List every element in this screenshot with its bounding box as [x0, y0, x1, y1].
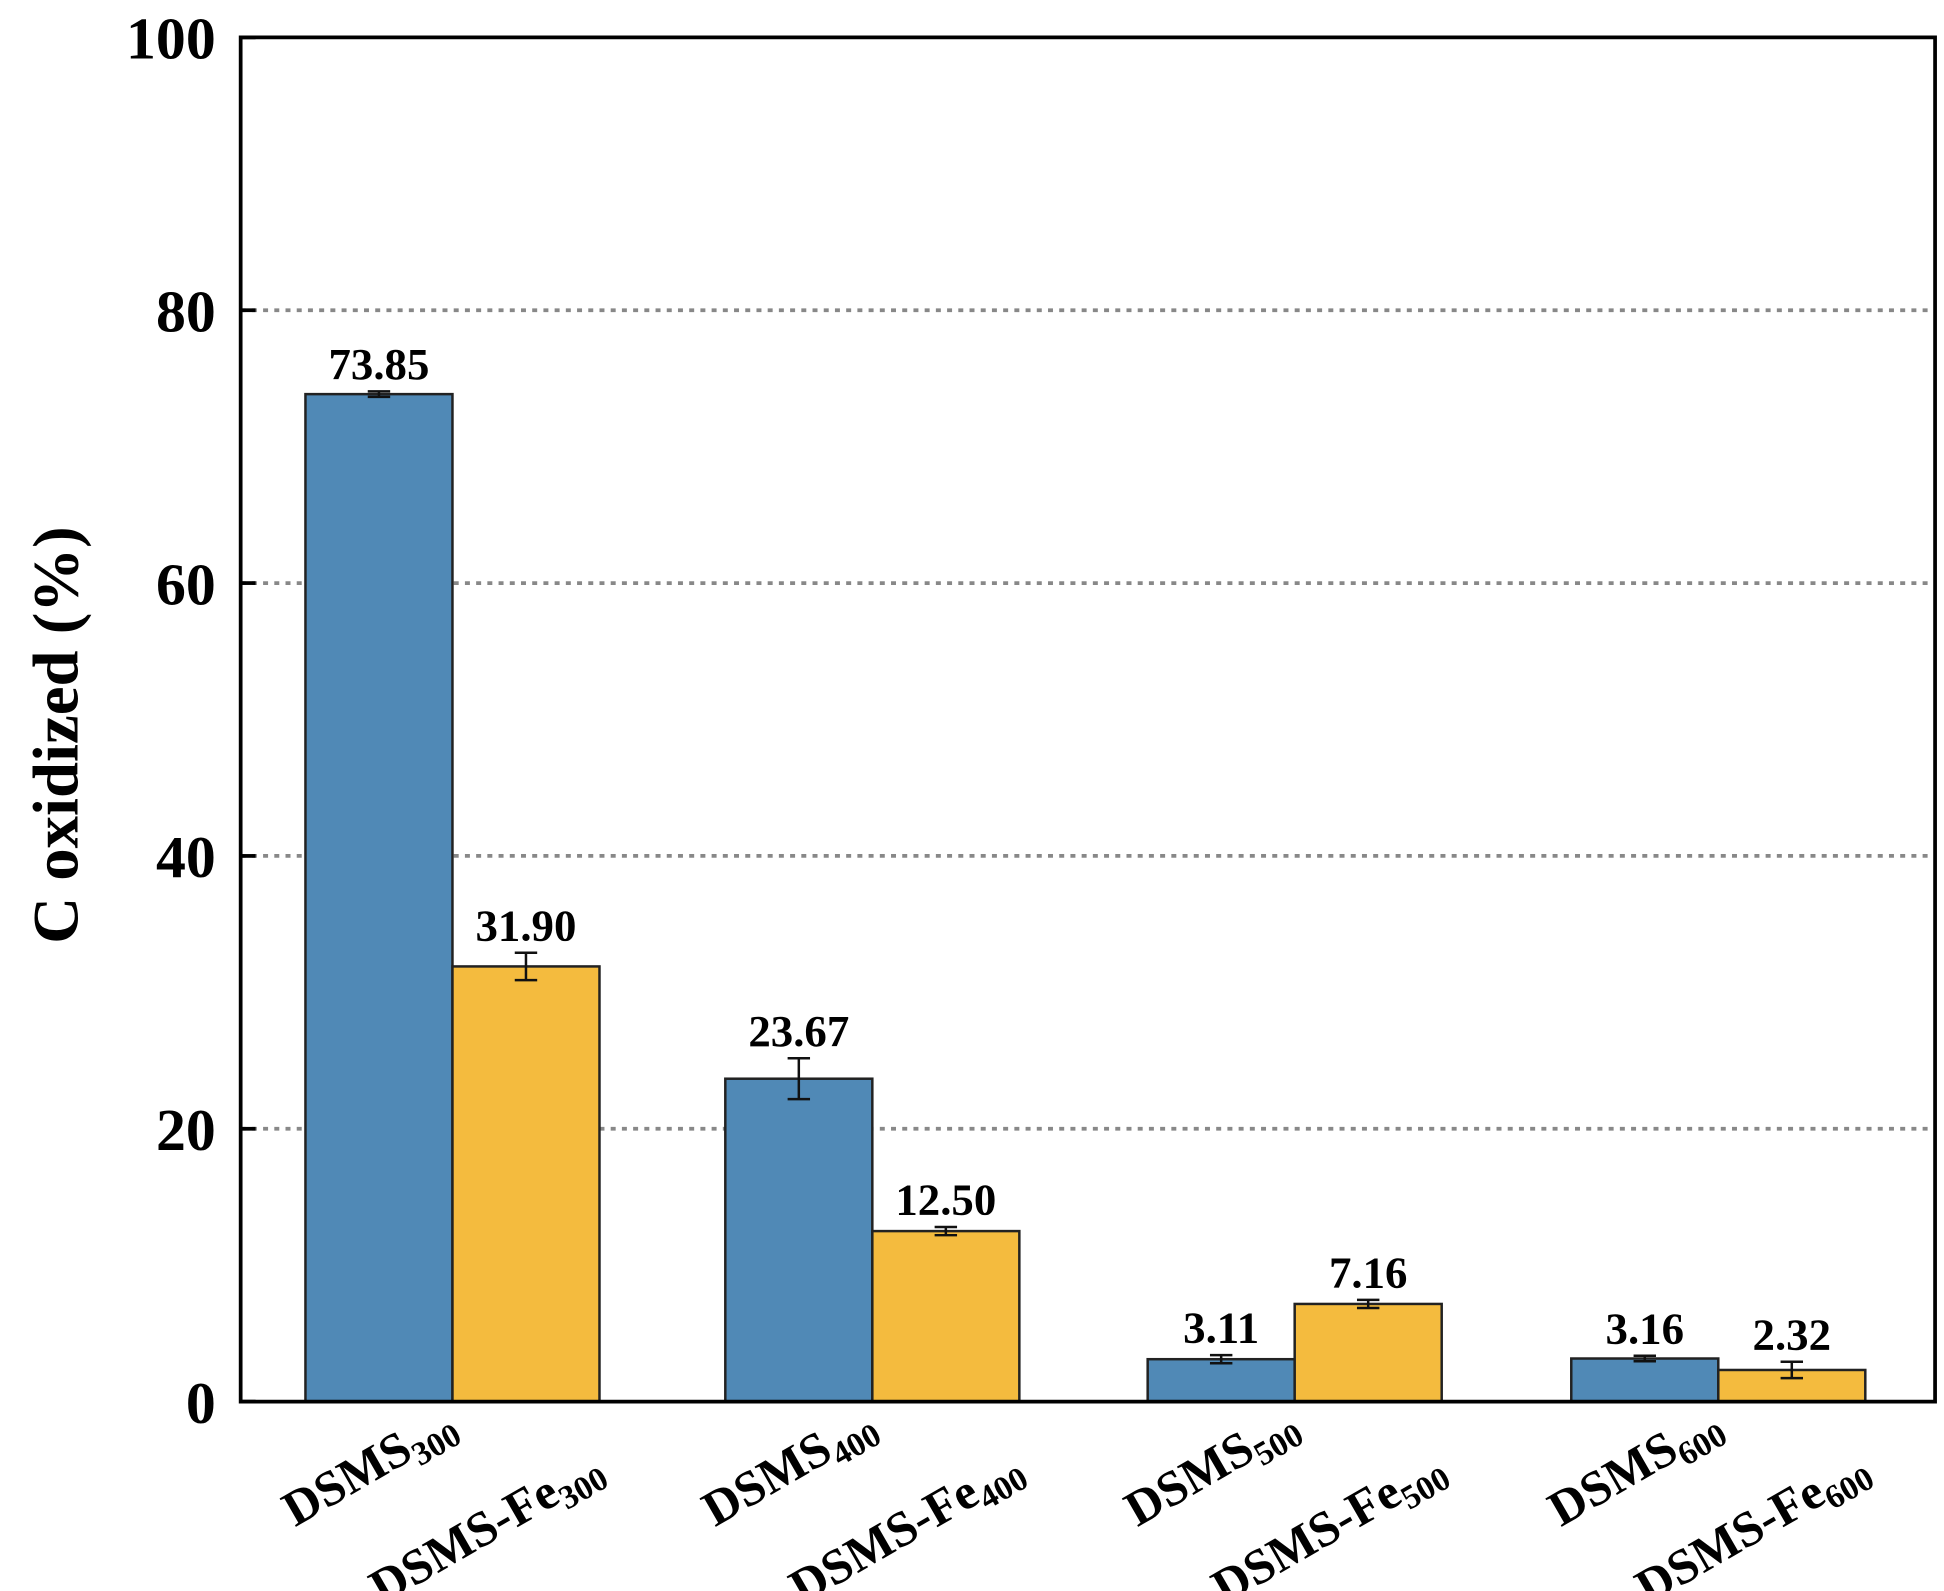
error-bar	[1780, 1360, 1804, 1380]
y-tick-label: 80	[156, 278, 216, 344]
x-tick-label: DSMS600	[1539, 1395, 1734, 1543]
bar	[1570, 1357, 1720, 1403]
bar	[871, 1229, 1021, 1403]
x-tick-label: DSMS400	[693, 1395, 888, 1543]
error-bar	[1633, 1354, 1656, 1363]
data-label: 2.32	[1753, 1309, 1831, 1359]
error-bar	[1209, 1353, 1233, 1365]
x-tick-label: DSMS300	[273, 1395, 468, 1543]
error-bar	[787, 1056, 811, 1101]
y-tick-label: 40	[156, 824, 216, 890]
bar	[1293, 1302, 1443, 1403]
bar	[1146, 1357, 1296, 1403]
data-label: 31.90	[476, 900, 577, 950]
error-bar	[514, 951, 538, 982]
y-tick-label: 100	[126, 6, 216, 72]
data-label: 73.85	[329, 339, 430, 389]
plot-frame	[238, 35, 1937, 1404]
y-axis-label: C oxidized (%)	[20, 526, 92, 943]
error-bar	[367, 390, 391, 399]
data-label: 3.16	[1606, 1303, 1684, 1353]
y-tick-label: 0	[186, 1370, 216, 1436]
error-bar	[1356, 1298, 1380, 1310]
y-tick-label: 60	[156, 551, 216, 617]
data-label: 3.11	[1183, 1303, 1259, 1353]
bar	[304, 392, 454, 1403]
error-bar	[934, 1225, 958, 1237]
bar	[724, 1077, 874, 1403]
data-label: 23.67	[748, 1006, 849, 1056]
bar	[451, 965, 601, 1403]
data-label: 7.16	[1329, 1247, 1407, 1297]
data-label: 12.50	[895, 1175, 996, 1225]
x-tick-label: DSMS500	[1115, 1395, 1310, 1543]
y-tick-label: 20	[156, 1097, 216, 1163]
